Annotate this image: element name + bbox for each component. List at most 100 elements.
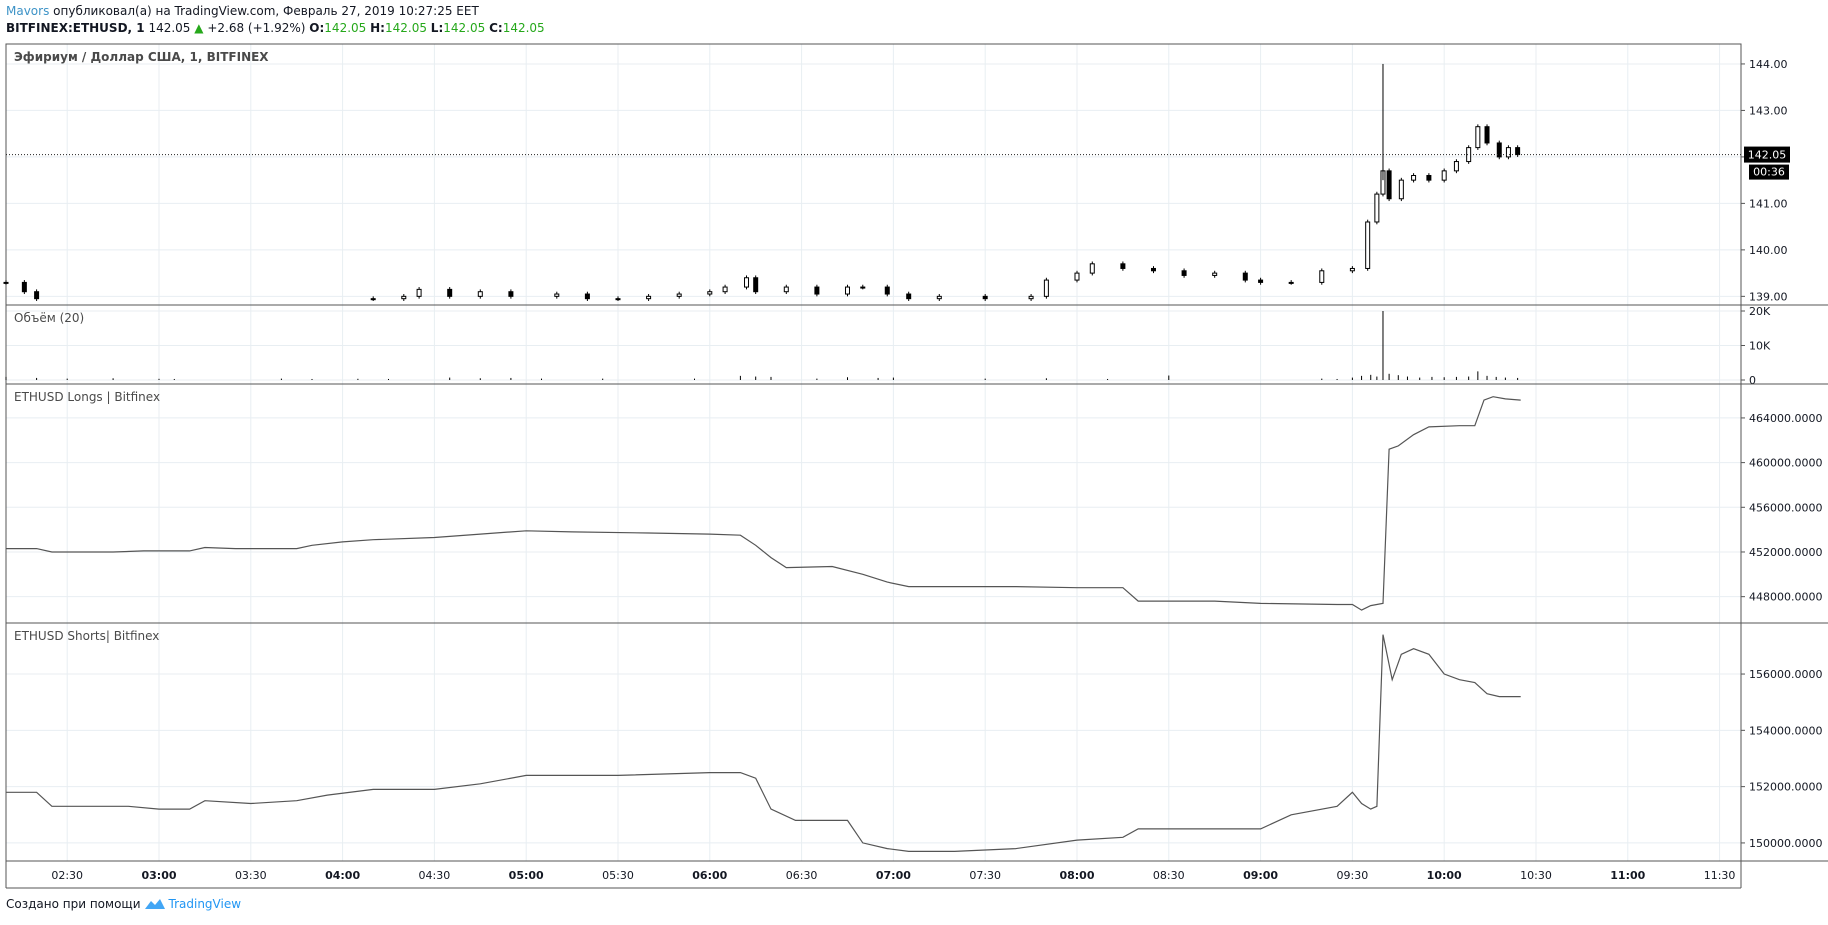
candle-body	[416, 288, 422, 297]
open-value: 142.05	[324, 21, 367, 35]
candle-body	[1349, 267, 1355, 272]
candle-body	[844, 286, 850, 295]
y-tick-label: 10K	[1749, 340, 1771, 353]
candle-body	[1258, 279, 1264, 283]
candle-body	[1181, 270, 1187, 276]
countdown-label: 00:36	[1753, 166, 1785, 179]
candle-body	[1441, 170, 1447, 181]
publish-header: Mavors опубликовал(а) на TradingView.com…	[6, 4, 479, 18]
candle-body	[21, 281, 27, 293]
last-price-label-bg	[1744, 146, 1790, 163]
x-tick-label: 09:30	[1337, 869, 1369, 882]
candle-body	[814, 286, 820, 295]
candle-body	[1475, 126, 1481, 149]
y-tick-label: 156000.0000	[1749, 668, 1822, 681]
candle-body	[1028, 295, 1034, 300]
candle-body	[1365, 221, 1371, 269]
x-tick-label: 07:30	[969, 869, 1001, 882]
symbol-legend: BITFINEX:ETHUSD, 1 142.05 ▲ +2.68 (+1.92…	[6, 21, 545, 35]
x-tick-label: 08:00	[1059, 869, 1094, 882]
high-value: 142.05	[384, 21, 427, 35]
x-tick-label: 10:00	[1427, 869, 1462, 882]
x-tick-label: 05:30	[602, 869, 634, 882]
x-tick-label: 08:30	[1153, 869, 1185, 882]
candle-body	[370, 298, 376, 301]
candle-body	[884, 286, 890, 295]
y-tick-label: 144.00	[1749, 58, 1788, 71]
longs-line	[6, 396, 1521, 611]
candle-body	[477, 291, 483, 297]
candle-body	[646, 295, 652, 300]
x-tick-label: 05:00	[509, 869, 544, 882]
candle-body	[1411, 175, 1417, 181]
candle-body	[1150, 267, 1156, 272]
low-label: L:	[430, 21, 444, 35]
y-tick-label: 464000.0000	[1749, 412, 1822, 425]
candle-body	[707, 291, 713, 295]
candle-body	[1288, 281, 1294, 284]
candle-body	[906, 293, 912, 300]
close-label: C:	[489, 21, 503, 35]
x-tick-label: 07:00	[876, 869, 911, 882]
plot-frame	[5, 43, 1742, 862]
y-tick-label: 150000.0000	[1749, 837, 1822, 850]
y-tick-label: 20K	[1749, 305, 1771, 318]
candle-body	[401, 295, 407, 300]
countdown-label-bg	[1749, 164, 1789, 180]
pane-title: ETHUSD Longs | Bitfinex	[14, 390, 160, 404]
tradingview-logo-icon	[144, 899, 165, 909]
candle-body	[722, 286, 728, 293]
candle-body	[34, 291, 40, 300]
candle-body	[447, 288, 453, 297]
x-tick-label: 09:00	[1243, 869, 1278, 882]
tradingview-link[interactable]: TradingView	[168, 897, 242, 911]
candle-body	[1398, 179, 1404, 200]
candle-body	[1453, 161, 1459, 172]
high-label: H:	[370, 21, 385, 35]
up-arrow-icon: ▲	[194, 21, 204, 35]
candle-body	[936, 295, 942, 300]
pane-title: ETHUSD Shorts| Bitfinex	[14, 629, 159, 643]
candle-body	[1426, 175, 1432, 181]
candle-body	[1515, 147, 1521, 156]
x-tick-label: 02:30	[51, 869, 83, 882]
y-tick-label: 0	[1749, 374, 1756, 387]
candle-body	[1484, 126, 1490, 144]
candle-body	[753, 277, 759, 293]
candle-body	[1043, 279, 1049, 297]
footer-text: Создано при помощи	[6, 897, 141, 911]
y-tick-label: 141.00	[1749, 197, 1788, 210]
candle-body	[860, 286, 866, 289]
candle-body	[1074, 272, 1080, 281]
pane-title: Эфириум / Доллар США, 1, BITFINEX	[14, 50, 269, 64]
y-tick-label: 460000.0000	[1749, 457, 1822, 470]
candle-body	[1386, 170, 1392, 200]
author-link[interactable]: Mavors	[6, 4, 50, 18]
candle-body	[1319, 270, 1325, 283]
candle-body	[508, 291, 514, 297]
candle-body	[1212, 272, 1218, 276]
pane-title: Объём (20)	[14, 311, 84, 325]
close-value: 142.05	[502, 21, 545, 35]
candle-body	[615, 298, 621, 301]
symbol-name: BITFINEX:ETHUSD, 1	[6, 21, 145, 35]
y-tick-label: 140.00	[1749, 244, 1788, 257]
price-change: +2.68 (+1.92%)	[207, 21, 306, 35]
x-tick-label: 11:00	[1610, 869, 1645, 882]
x-tick-label: 04:00	[325, 869, 360, 882]
x-tick-label: 03:30	[235, 869, 267, 882]
last-price-label: 142.05	[1748, 149, 1787, 162]
candle-body	[1242, 272, 1248, 281]
x-tick-label: 03:00	[141, 869, 176, 882]
x-tick-label: 11:30	[1704, 869, 1736, 882]
y-tick-label: 154000.0000	[1749, 724, 1822, 737]
open-label: O:	[309, 21, 325, 35]
candle-body	[1496, 142, 1502, 158]
y-tick-label: 143.00	[1749, 104, 1788, 117]
candle-body	[1120, 263, 1126, 269]
candle-body	[3, 281, 9, 284]
x-tick-label: 06:00	[692, 869, 727, 882]
x-tick-label: 04:30	[419, 869, 451, 882]
candle-body	[744, 277, 750, 288]
